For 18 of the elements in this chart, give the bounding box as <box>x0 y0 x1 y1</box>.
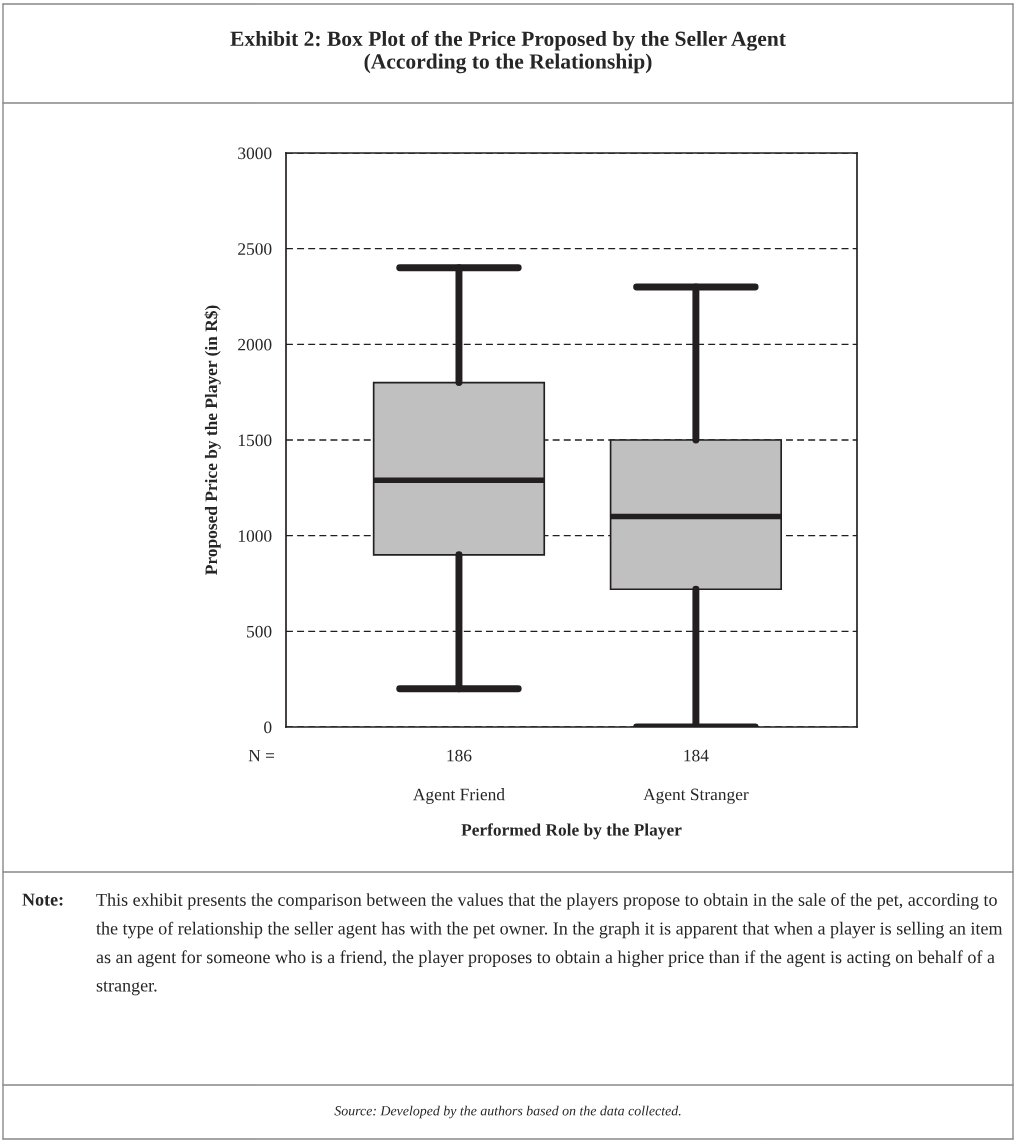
y-tick-label: 2000 <box>238 338 272 351</box>
text: This exhibit presents the comparison between the values that the players propose to obtain in the sale of the pet, according to the type of relationship the seller agent has with the pet owner. In the graph it is apparent that when a player is selling an item as an agent for someone who is a friend, the player proposes to obtain a higher price than if the agent is acting on behalf of a stranger. <box>96 893 1003 996</box>
y-axis-title: Proposed Price by the Player (in R$) <box>204 305 221 575</box>
text: Note: <box>22 893 63 906</box>
text: N = <box>248 749 275 762</box>
x-tick-label: Agent Friend <box>413 788 505 804</box>
y-tick-label: 1500 <box>238 434 272 447</box>
y-tick-label: 1000 <box>238 530 272 542</box>
y-tick-label: 2500 <box>238 243 272 255</box>
text: 184 <box>684 749 709 762</box>
text: 186 <box>447 749 472 762</box>
source-note: Source: Developed by the authors based on the data collected. <box>334 1105 681 1119</box>
x-tick-label: Agent Stranger <box>643 788 749 804</box>
y-tick-label: 0 <box>264 721 272 734</box>
x-axis-title: Performed Role by the Player <box>461 823 682 840</box>
chart-title: Exhibit 2: Box Plot of the Price Proposed by the Seller Agent (According to the Relationship) <box>230 30 786 74</box>
y-tick-label: 500 <box>247 625 272 638</box>
y-tick-label: 3000 <box>238 147 272 160</box>
